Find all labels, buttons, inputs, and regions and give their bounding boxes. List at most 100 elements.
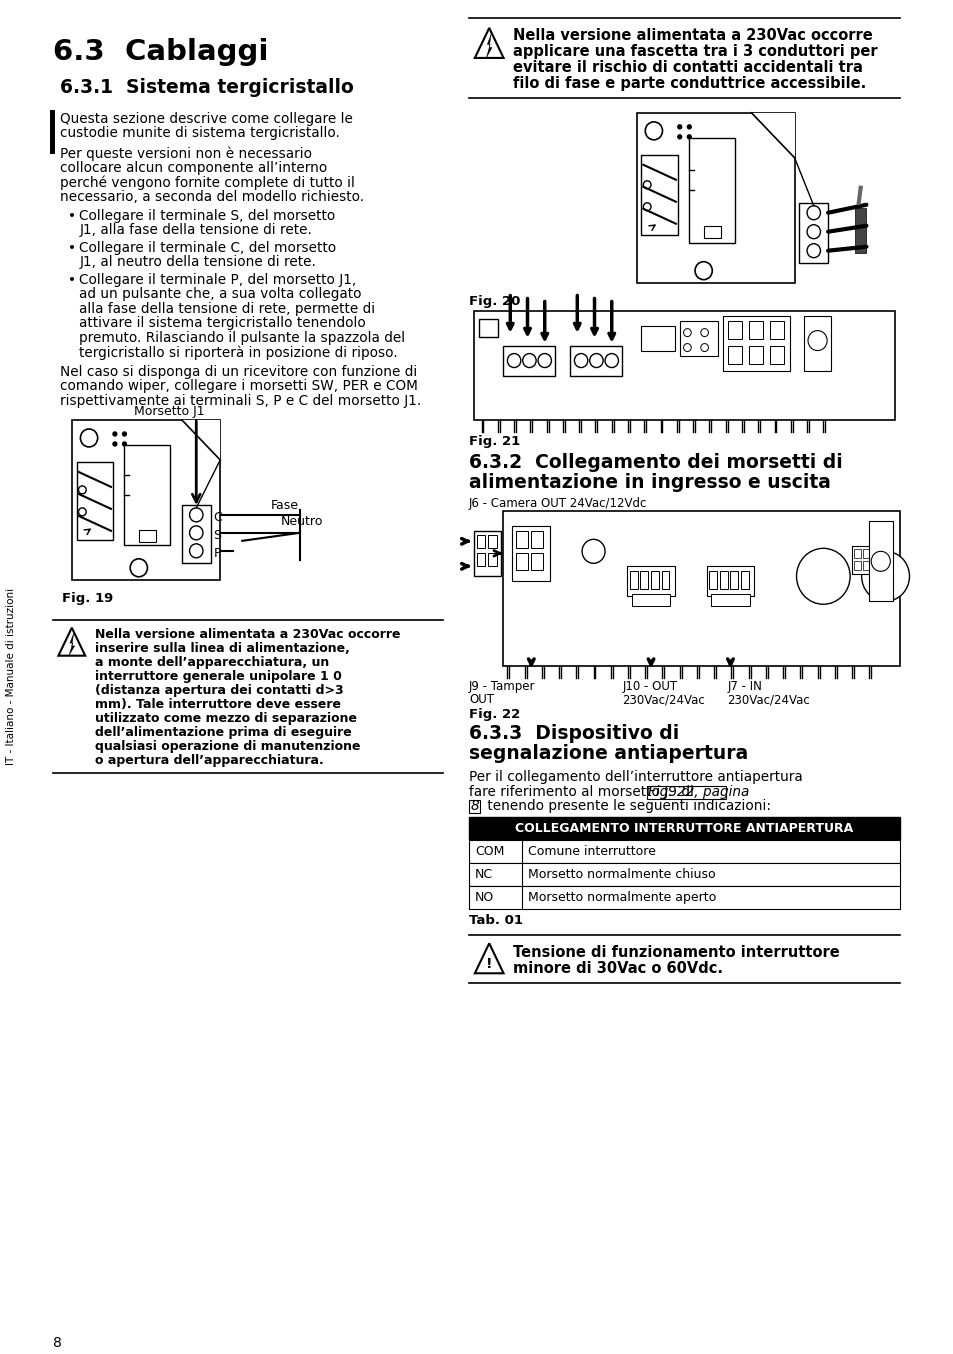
Bar [469,887,899,910]
Text: segnalazione antiapertura: segnalazione antiapertura [469,745,747,764]
Text: 6.3.3  Dispositivo di: 6.3.3 Dispositivo di [469,724,679,743]
Circle shape [122,432,126,436]
Text: C: C [213,510,222,524]
Text: Per il collegamento dell’interruttore antiapertura: Per il collegamento dell’interruttore an… [469,770,802,784]
Bar [469,864,899,887]
Bar [711,594,749,607]
Bar [727,321,741,338]
Text: custodie munite di sistema tergicristallo.: custodie munite di sistema tergicristall… [60,126,340,141]
Bar [727,345,741,363]
Bar [488,535,497,548]
Text: Fig. 22, pagina: Fig. 22, pagina [648,784,749,799]
Bar [531,554,542,570]
Bar [476,554,485,566]
Text: !: ! [485,957,492,971]
Circle shape [700,329,708,337]
Text: •: • [68,272,76,287]
Circle shape [537,353,551,367]
Circle shape [122,441,126,445]
Text: Collegare il terminale S, del morsetto: Collegare il terminale S, del morsetto [79,209,335,223]
Circle shape [78,508,86,516]
Text: o apertura dell’apparecchiatura.: o apertura dell’apparecchiatura. [94,754,323,766]
Polygon shape [751,112,794,158]
Text: 230Vac/24Vac: 230Vac/24Vac [727,693,809,707]
Bar [631,594,669,607]
Circle shape [190,508,203,521]
Text: necessario, a seconda del modello richiesto.: necessario, a seconda del modello richie… [60,191,364,204]
Bar [709,571,717,589]
Text: qualsiasi operazione di manutenzione: qualsiasi operazione di manutenzione [94,739,360,753]
Text: Questa sezione descrive come collegare le: Questa sezione descrive come collegare l… [60,112,353,126]
Bar [636,112,794,283]
Text: J1, alla fase della tensione di rete.: J1, alla fase della tensione di rete. [79,223,312,237]
Text: Nel caso si disponga di un ricevitore con funzione di: Nel caso si disponga di un ricevitore co… [60,364,417,379]
Polygon shape [475,944,503,974]
Circle shape [78,486,86,494]
Text: COM: COM [475,845,504,858]
Text: Nella versione alimentata a 230Vac occorre: Nella versione alimentata a 230Vac occor… [94,628,400,640]
Bar [639,571,647,589]
Bar [679,321,718,356]
Bar [769,321,783,338]
Text: J6 - Camera OUT 24Vac/12Vdc: J6 - Camera OUT 24Vac/12Vdc [469,497,647,510]
Text: 6.3.2  Collegamento dei morsetti di: 6.3.2 Collegamento dei morsetti di [469,454,841,473]
Circle shape [130,559,148,577]
Text: Fig. 20: Fig. 20 [469,295,520,307]
Circle shape [581,539,604,563]
Text: Fig. 19: Fig. 19 [62,592,113,605]
Polygon shape [69,634,74,655]
Bar [512,527,550,581]
Bar [862,550,868,558]
Bar [870,562,877,570]
Text: rispettivamente ai terminali S, P e C del morsetto J1.: rispettivamente ai terminali S, P e C de… [60,394,421,408]
Text: •: • [68,209,76,223]
Text: Collegare il terminale C, del morsetto: Collegare il terminale C, del morsetto [79,241,336,255]
Text: Morsetto normalmente aperto: Morsetto normalmente aperto [528,891,716,904]
Bar [474,310,894,421]
Bar [706,566,754,596]
Bar [720,571,727,589]
Bar [76,462,112,540]
Text: dell’alimentazione prima di eseguire: dell’alimentazione prima di eseguire [94,726,351,738]
Circle shape [190,544,203,558]
Bar [488,554,497,566]
Text: J10 - OUT: J10 - OUT [621,680,677,693]
Text: Tensione di funzionamento interruttore: Tensione di funzionamento interruttore [513,945,839,960]
Circle shape [806,206,820,219]
Text: mm). Tale interruttore deve essere: mm). Tale interruttore deve essere [94,697,340,711]
Bar [870,550,877,558]
Text: tergicristallo si riporterà in posizione di riposo.: tergicristallo si riporterà in posizione… [79,345,397,360]
Text: interruttore generale unipolare 1 0: interruttore generale unipolare 1 0 [94,670,341,682]
Bar [516,531,527,548]
Circle shape [80,429,97,447]
Bar [469,800,479,812]
Circle shape [574,353,587,367]
Circle shape [700,344,708,352]
Text: a monte dell’apparecchiatura, un: a monte dell’apparecchiatura, un [94,655,329,669]
Bar [124,445,171,544]
Text: ad un pulsante che, a sua volta collegato: ad un pulsante che, a sua volta collegat… [79,287,361,301]
Polygon shape [182,420,220,460]
Bar [629,571,637,589]
Bar [703,226,720,238]
Text: Fig. 21: Fig. 21 [469,436,519,448]
Circle shape [507,353,520,367]
Circle shape [806,244,820,257]
Bar [748,321,762,338]
Text: 6.3.1  Sistema tergicristallo: 6.3.1 Sistema tergicristallo [60,79,354,97]
Text: Fase: Fase [271,498,298,512]
Bar [769,345,783,363]
Text: perché vengono fornite complete di tutto il: perché vengono fornite complete di tutto… [60,176,355,191]
Text: 8: 8 [470,799,478,812]
Text: •: • [68,241,76,255]
Text: IT - Italiano - Manuale di istruzioni: IT - Italiano - Manuale di istruzioni [6,588,15,765]
Bar [799,203,827,263]
Text: fare riferimento al morsetto J9 di: fare riferimento al morsetto J9 di [469,784,698,799]
Bar [650,571,658,589]
Bar [139,529,156,542]
Text: Nella versione alimentata a 230Vac occorre: Nella versione alimentata a 230Vac occor… [513,28,872,43]
Text: inserire sulla linea di alimentazione,: inserire sulla linea di alimentazione, [94,642,350,655]
Circle shape [861,551,908,601]
Text: J7 - IN: J7 - IN [727,680,761,693]
Circle shape [796,548,849,604]
